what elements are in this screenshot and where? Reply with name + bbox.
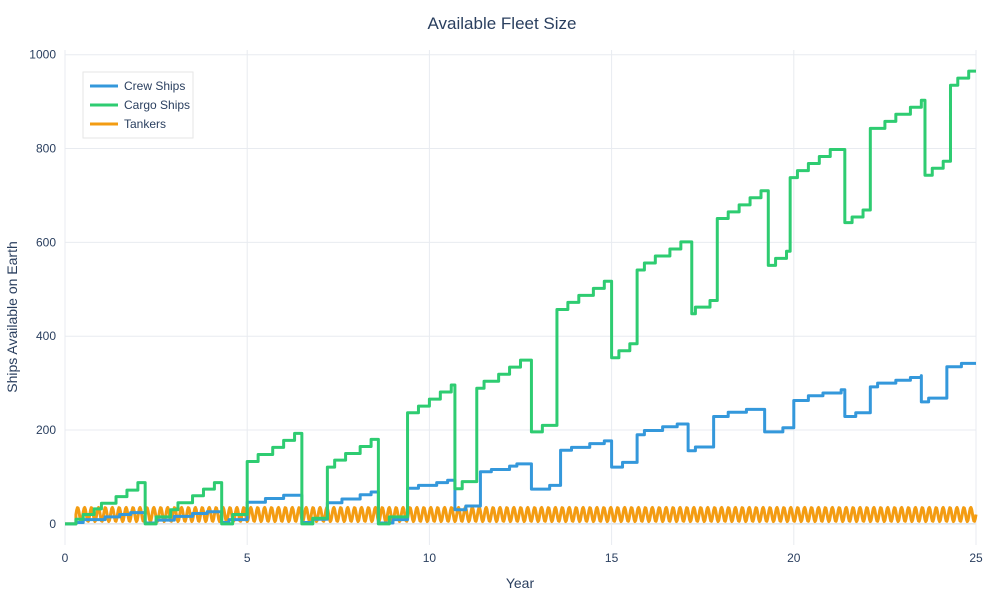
legend-label-crew-ships: Crew Ships: [124, 79, 185, 93]
series-line-cargo-ships[interactable]: [65, 69, 976, 526]
x-tick-label: 5: [244, 551, 251, 565]
x-tick-label: 15: [605, 551, 619, 565]
y-tick-label: 0: [49, 517, 56, 531]
legend-item-cargo-ships[interactable]: Cargo Ships: [90, 98, 190, 112]
y-tick-label: 400: [36, 329, 56, 343]
series-line-tankers[interactable]: [65, 505, 978, 526]
y-axis-label: Ships Available on Earth: [4, 241, 20, 393]
y-tick-label: 600: [36, 235, 56, 249]
y-tick-label: 200: [36, 423, 56, 437]
legend-item-tankers[interactable]: Tankers: [90, 117, 166, 131]
x-tick-label: 10: [423, 551, 437, 565]
y-tick-label: 800: [36, 142, 56, 156]
legend-label-cargo-ships: Cargo Ships: [124, 98, 190, 112]
y-tick-label: 1000: [29, 48, 56, 62]
legend-item-crew-ships[interactable]: Crew Ships: [90, 79, 185, 93]
x-axis-label: Year: [506, 575, 535, 591]
legend[interactable]: Crew Ships Cargo Ships Tankers: [82, 71, 194, 139]
ticks-layer: 0 200 400 600 800 1000 0 5 10 15 20 25: [29, 48, 983, 565]
x-tick-label: 20: [787, 551, 801, 565]
legend-label-tankers: Tankers: [124, 117, 166, 131]
x-tick-label: 0: [62, 551, 69, 565]
series-layer: [65, 69, 978, 526]
chart-title: Available Fleet Size: [428, 14, 577, 33]
x-tick-label: 25: [969, 551, 983, 565]
